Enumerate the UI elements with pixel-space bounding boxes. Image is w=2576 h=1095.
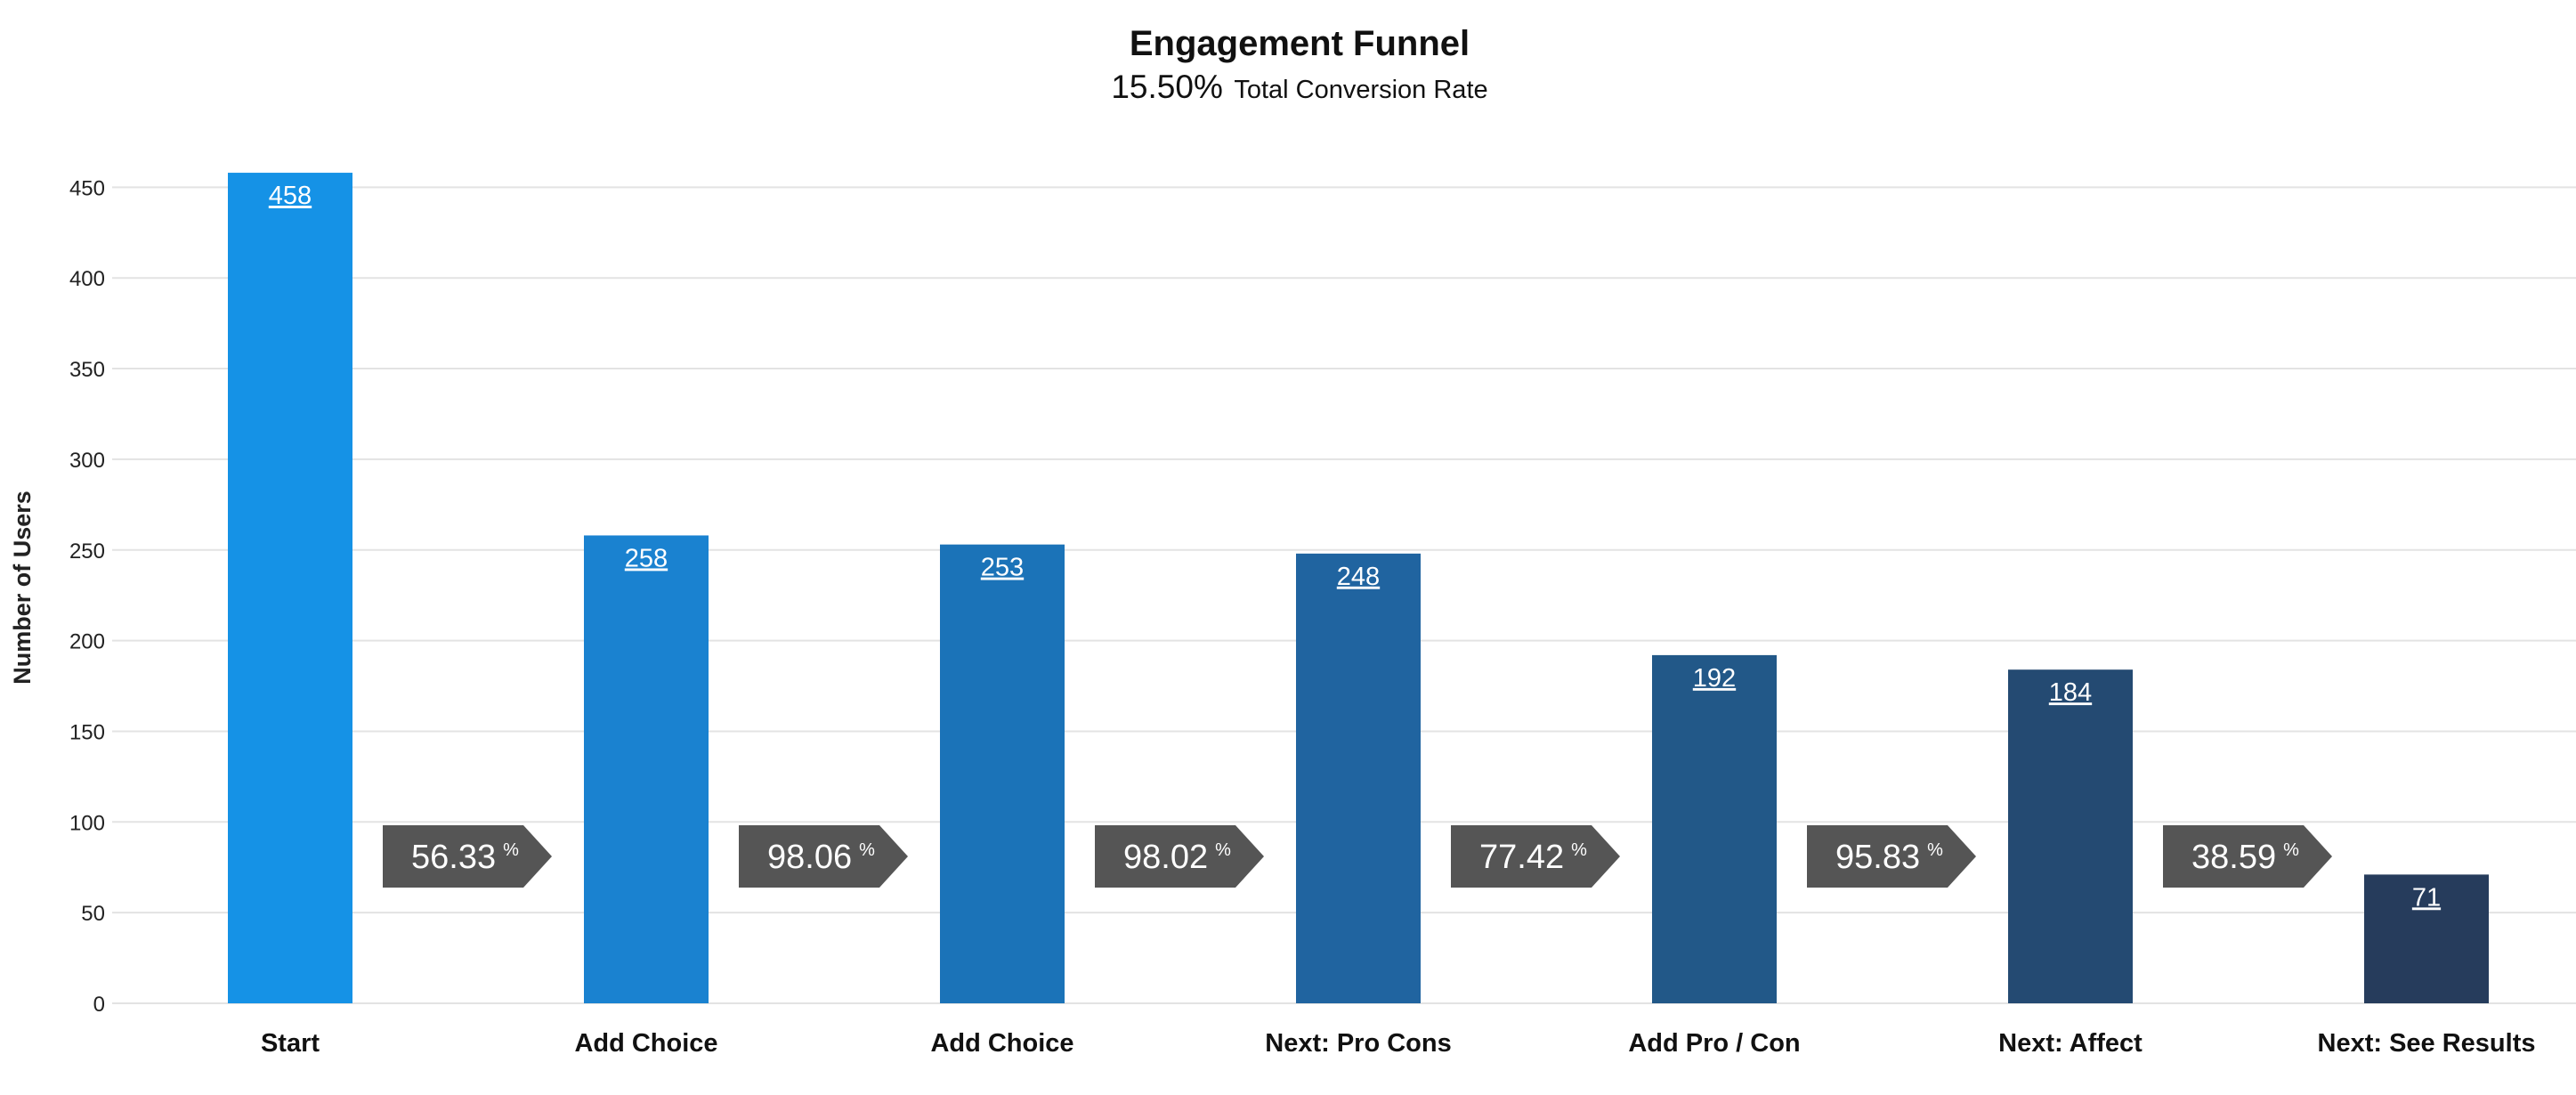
conversion-arrow bbox=[2163, 825, 2332, 888]
conversion-arrow bbox=[1095, 825, 1264, 888]
conversion-rate-value: 98.02 bbox=[1123, 839, 1208, 876]
conversion-rate-value: 56.33 bbox=[411, 839, 496, 876]
x-axis-ticks: Start Add Choice Add Choice Next: Pro Cons A… bbox=[261, 1029, 2536, 1058]
conversion-rate-value: 98.06 bbox=[767, 839, 852, 876]
y-axis-ticks: 0 50 100 150 200 250 300 350 400 450 bbox=[69, 176, 105, 1017]
bars: 458 258 253 248 192 184 71 bbox=[228, 173, 2489, 1003]
conversion-rate-unit: % bbox=[1927, 840, 1943, 860]
chart-title: Engagement Funnel bbox=[1130, 24, 1470, 63]
conversion-rate: 98.02% bbox=[1123, 839, 1231, 876]
conversion-rate-unit: % bbox=[2283, 840, 2299, 860]
x-tick-label: Next: See Results bbox=[2318, 1029, 2536, 1058]
chart-subtitle: 15.50% Total Conversion Rate bbox=[1111, 69, 1487, 105]
conversion-rate: 56.33% bbox=[411, 839, 519, 876]
conversion-arrow bbox=[739, 825, 908, 888]
total-conversion-value: 15.50% bbox=[1111, 69, 1223, 105]
x-tick-label: Add Pro / Con bbox=[1628, 1029, 1800, 1058]
y-tick-label: 450 bbox=[69, 176, 105, 200]
conversion-rate-value: 95.83 bbox=[1835, 839, 1920, 876]
conversion-arrow bbox=[383, 825, 552, 888]
bar bbox=[1296, 553, 1421, 1003]
bar-value-label: 184 bbox=[2049, 678, 2092, 707]
x-tick-label: Next: Affect bbox=[1998, 1029, 2143, 1058]
bar bbox=[584, 535, 709, 1003]
conversion-arrows: 56.33% 98.06% 98.02% 77.42% 95.83% 38.59% bbox=[383, 825, 2332, 888]
x-tick-label: Add Choice bbox=[574, 1029, 717, 1058]
conversion-rate-value: 77.42 bbox=[1479, 839, 1564, 876]
conversion-arrow bbox=[1451, 825, 1620, 888]
conversion-rate-unit: % bbox=[1215, 840, 1231, 860]
bar bbox=[940, 544, 1065, 1003]
y-tick-label: 350 bbox=[69, 358, 105, 382]
y-tick-label: 300 bbox=[69, 449, 105, 473]
x-tick-label: Next: Pro Cons bbox=[1265, 1029, 1451, 1058]
bar-value-label: 258 bbox=[625, 544, 668, 572]
conversion-rate-unit: % bbox=[859, 840, 875, 860]
x-tick-label: Add Choice bbox=[930, 1029, 1073, 1058]
bar-value-label: 192 bbox=[1693, 664, 1736, 693]
y-tick-label: 200 bbox=[69, 630, 105, 654]
conversion-rate: 98.06% bbox=[767, 839, 875, 876]
bar-value-label: 253 bbox=[981, 554, 1024, 582]
total-conversion-label: Total Conversion Rate bbox=[1234, 76, 1487, 104]
y-tick-label: 150 bbox=[69, 720, 105, 744]
y-axis-label: Number of Users bbox=[9, 491, 36, 685]
bar bbox=[2008, 669, 2133, 1003]
bar bbox=[228, 173, 352, 1003]
y-tick-label: 100 bbox=[69, 811, 105, 835]
y-tick-label: 250 bbox=[69, 539, 105, 564]
y-tick-label: 0 bbox=[93, 993, 105, 1017]
conversion-arrow bbox=[1807, 825, 1976, 888]
conversion-rate: 95.83% bbox=[1835, 839, 1943, 876]
y-tick-label: 50 bbox=[81, 902, 105, 926]
bar-value-label: 458 bbox=[269, 182, 312, 210]
y-tick-label: 400 bbox=[69, 267, 105, 291]
x-tick-label: Start bbox=[261, 1029, 320, 1058]
bar-value-label: 71 bbox=[2412, 883, 2441, 912]
bar-value-label: 248 bbox=[1337, 563, 1380, 591]
conversion-rate-unit: % bbox=[1571, 840, 1587, 860]
conversion-rate-value: 38.59 bbox=[2191, 839, 2276, 876]
conversion-rate: 38.59% bbox=[2191, 839, 2299, 876]
conversion-rate: 77.42% bbox=[1479, 839, 1587, 876]
conversion-rate-unit: % bbox=[503, 840, 519, 860]
bar bbox=[1652, 654, 1777, 1003]
bar bbox=[2364, 874, 2489, 1003]
